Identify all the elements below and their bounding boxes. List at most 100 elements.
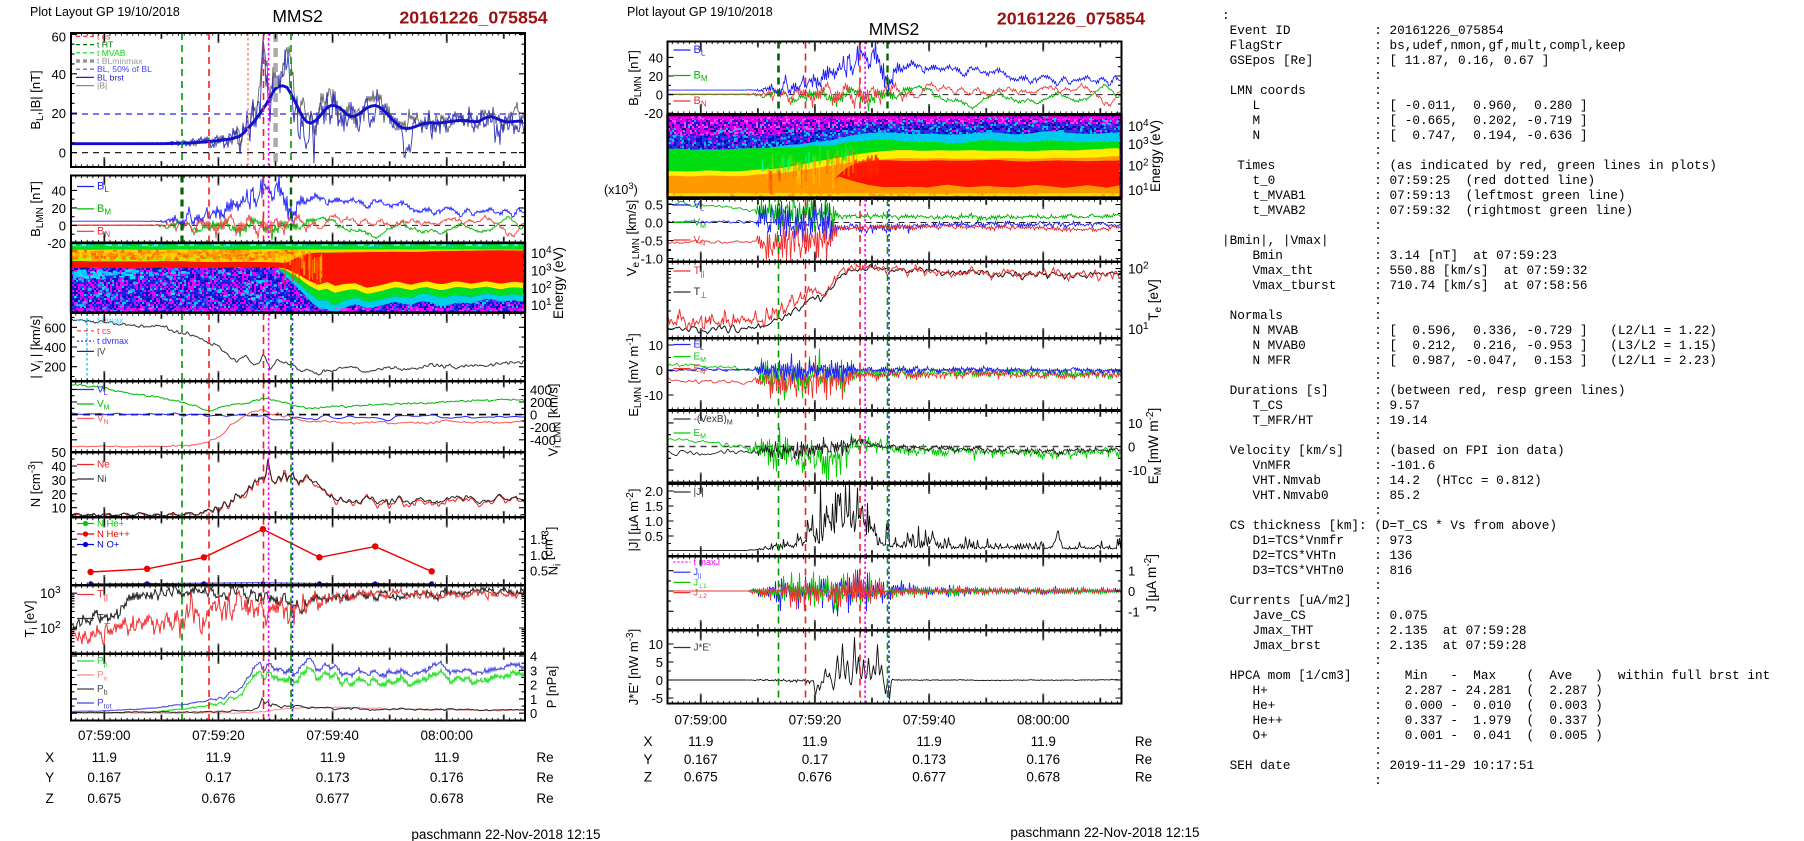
svg-text:VL: VL bbox=[694, 200, 705, 213]
svg-text:N He++: N He++ bbox=[97, 529, 130, 540]
svg-text:0: 0 bbox=[59, 218, 66, 233]
svg-text:T⊥: T⊥ bbox=[97, 613, 111, 627]
svg-text:VN: VN bbox=[97, 414, 109, 427]
svg-text:N He+: N He+ bbox=[97, 519, 125, 530]
svg-text:11.9: 11.9 bbox=[206, 750, 231, 765]
svg-text:N [cm-3]: N [cm-3] bbox=[27, 461, 43, 507]
svg-text:J [µA m-2]: J [µA m-2] bbox=[1143, 554, 1159, 612]
svg-text:0.5: 0.5 bbox=[530, 563, 548, 578]
svg-text:Y: Y bbox=[643, 752, 652, 767]
svg-text:Re: Re bbox=[1135, 752, 1152, 767]
svg-text:11.9: 11.9 bbox=[916, 734, 941, 749]
svg-text:Ve LMN [km/s]: Ve LMN [km/s] bbox=[624, 200, 642, 276]
svg-text:40: 40 bbox=[52, 459, 66, 474]
svg-text:VM: VM bbox=[97, 399, 110, 412]
svg-text:10: 10 bbox=[649, 637, 663, 652]
svg-text:Re: Re bbox=[536, 750, 553, 765]
svg-text:0: 0 bbox=[656, 363, 663, 378]
svg-text:Ne: Ne bbox=[97, 460, 110, 471]
svg-text:t MVAB: t MVAB bbox=[97, 48, 126, 58]
svg-text:-400: -400 bbox=[530, 433, 556, 448]
svg-text:paschmann 22-Nov-2018 12:15: paschmann 22-Nov-2018 12:15 bbox=[1010, 825, 1199, 840]
svg-text:N O+: N O+ bbox=[97, 540, 120, 551]
svg-text:|J| [µA m-2]: |J| [µA m-2] bbox=[625, 489, 641, 552]
svg-text:Ni: Ni bbox=[97, 474, 106, 485]
svg-text:0.173: 0.173 bbox=[316, 770, 350, 785]
svg-text:J*E' [nW m-3]: J*E' [nW m-3] bbox=[625, 629, 641, 705]
svg-text:1: 1 bbox=[530, 692, 537, 707]
svg-text:T⊥: T⊥ bbox=[694, 286, 708, 300]
svg-text:Re: Re bbox=[536, 770, 553, 785]
svg-text:EM: EM bbox=[694, 428, 707, 441]
svg-text:08:00:00: 08:00:00 bbox=[420, 728, 473, 743]
svg-text:MMS2: MMS2 bbox=[272, 6, 323, 26]
svg-text:-5: -5 bbox=[651, 691, 663, 706]
svg-text:20: 20 bbox=[52, 106, 66, 121]
svg-text:|V: |V bbox=[97, 346, 105, 356]
svg-text:Z: Z bbox=[45, 791, 53, 806]
svg-text:0.17: 0.17 bbox=[802, 752, 828, 767]
svg-text:(x103): (x103) bbox=[604, 181, 638, 197]
svg-text:0: 0 bbox=[59, 146, 66, 161]
svg-text:|B|: |B| bbox=[97, 81, 107, 91]
svg-text:J||: J|| bbox=[694, 567, 702, 580]
svg-text:Re: Re bbox=[1135, 770, 1152, 785]
svg-text:400: 400 bbox=[530, 382, 552, 397]
svg-text:20: 20 bbox=[649, 69, 663, 84]
svg-text:07:59:00: 07:59:00 bbox=[675, 713, 728, 728]
svg-text:Z: Z bbox=[644, 770, 652, 785]
svg-text:104: 104 bbox=[1128, 118, 1149, 134]
svg-text:20161226_075854: 20161226_075854 bbox=[399, 8, 547, 28]
svg-text:20161226_075854: 20161226_075854 bbox=[997, 8, 1145, 28]
svg-text:2: 2 bbox=[530, 678, 537, 693]
svg-text:BM: BM bbox=[97, 203, 111, 217]
svg-text:BL: BL bbox=[97, 181, 109, 195]
svg-text:40: 40 bbox=[52, 183, 66, 198]
svg-text:2.0: 2.0 bbox=[645, 484, 663, 499]
svg-text:20: 20 bbox=[52, 487, 66, 502]
svg-text:1.5: 1.5 bbox=[530, 532, 548, 547]
svg-text:102: 102 bbox=[531, 280, 552, 296]
svg-text:07:59:40: 07:59:40 bbox=[306, 728, 359, 743]
svg-text:t vmax: t vmax bbox=[97, 316, 124, 326]
svg-text:0.167: 0.167 bbox=[684, 752, 718, 767]
svg-text:Pb: Pb bbox=[97, 684, 108, 697]
svg-text:-1.0: -1.0 bbox=[641, 252, 663, 267]
svg-text:Pe: Pe bbox=[97, 670, 108, 683]
svg-text:0.0: 0.0 bbox=[645, 216, 663, 231]
svg-text:07:59:00: 07:59:00 bbox=[78, 728, 131, 743]
svg-text:X: X bbox=[643, 734, 652, 749]
svg-text:10: 10 bbox=[649, 338, 663, 353]
svg-text:EM: EM bbox=[694, 352, 707, 365]
svg-text:0: 0 bbox=[1128, 440, 1135, 455]
svg-text:4: 4 bbox=[530, 649, 537, 664]
svg-text:t HT: t HT bbox=[97, 40, 114, 50]
svg-text:t maxJ: t maxJ bbox=[694, 557, 721, 567]
svg-text:0.675: 0.675 bbox=[684, 770, 718, 785]
svg-text:Plot layout GP 19/10/2018: Plot layout GP 19/10/2018 bbox=[627, 5, 773, 19]
svg-text:Re: Re bbox=[1135, 734, 1152, 749]
svg-text:20: 20 bbox=[52, 201, 66, 216]
svg-text:Pp: Pp bbox=[97, 656, 108, 669]
svg-text:11.9: 11.9 bbox=[434, 750, 459, 765]
svg-text:0.675: 0.675 bbox=[87, 791, 121, 806]
svg-text:102: 102 bbox=[40, 620, 61, 636]
svg-text:1: 1 bbox=[1128, 564, 1135, 579]
svg-text:0.676: 0.676 bbox=[798, 770, 832, 785]
svg-text:-20: -20 bbox=[47, 236, 66, 251]
svg-text:P [nPa]: P [nPa] bbox=[544, 666, 559, 708]
svg-text:0.167: 0.167 bbox=[87, 770, 121, 785]
svg-text:08:00:00: 08:00:00 bbox=[1017, 713, 1070, 728]
svg-text:BL: BL bbox=[694, 44, 706, 58]
svg-text:BL brst: BL brst bbox=[97, 72, 125, 82]
svg-text:-0.5: -0.5 bbox=[641, 234, 663, 249]
svg-text:0.678: 0.678 bbox=[1026, 770, 1060, 785]
svg-text:101: 101 bbox=[1128, 321, 1149, 337]
svg-text:Y: Y bbox=[45, 770, 54, 785]
svg-text:t cs: t cs bbox=[97, 326, 112, 336]
svg-text:11.9: 11.9 bbox=[688, 734, 713, 749]
svg-text:0.677: 0.677 bbox=[912, 770, 946, 785]
svg-text:200: 200 bbox=[44, 360, 66, 375]
svg-text:t BLminmax: t BLminmax bbox=[97, 56, 143, 66]
svg-text:0.676: 0.676 bbox=[202, 791, 236, 806]
